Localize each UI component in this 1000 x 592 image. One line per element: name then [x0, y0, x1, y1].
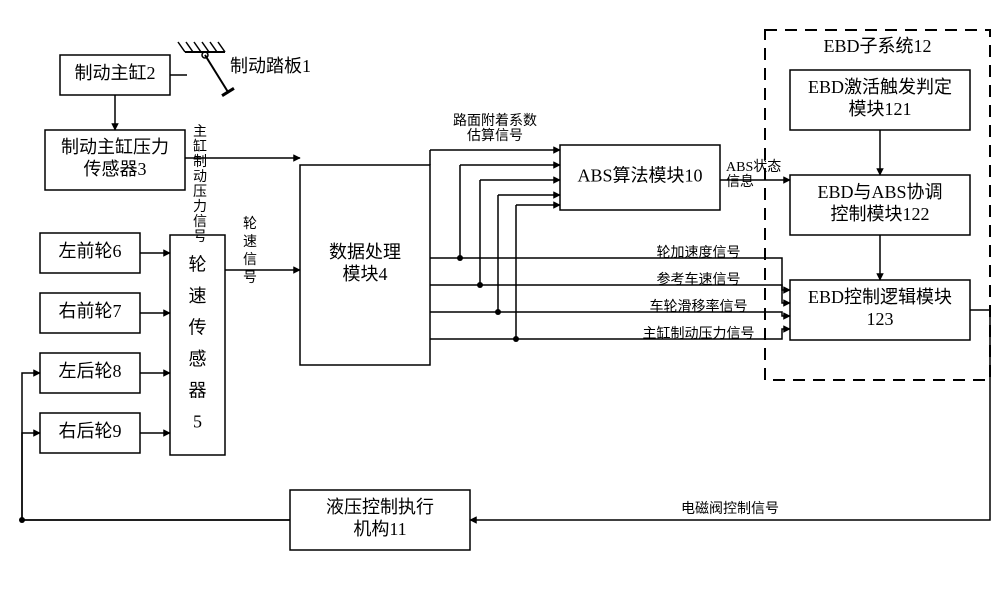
svg-text:5: 5 — [193, 412, 202, 432]
svg-text:缸: 缸 — [193, 138, 207, 155]
svg-text:号: 号 — [243, 271, 257, 286]
svg-text:控制模块122: 控制模块122 — [831, 204, 930, 224]
box-wheel_rl: 左后轮8 — [40, 353, 140, 393]
svg-text:信: 信 — [193, 214, 207, 230]
abs-out-label1: ABS状态 — [726, 159, 781, 175]
svg-text:器: 器 — [189, 380, 207, 400]
box-wheel_fr: 右前轮7 — [40, 293, 140, 333]
svg-text:左前轮6: 左前轮6 — [59, 241, 122, 261]
svg-text:模块4: 模块4 — [343, 264, 388, 284]
svg-text:制: 制 — [193, 154, 207, 170]
box-wheel_rr: 右后轮9 — [40, 413, 140, 453]
svg-text:ABS算法模块10: ABS算法模块10 — [577, 166, 702, 186]
svg-text:感: 感 — [189, 349, 207, 369]
abs-in-label1: 路面附着系数 — [453, 113, 537, 129]
box-speed_sensor: 轮速传感器 5 — [170, 235, 225, 455]
svg-text:数据处理: 数据处理 — [329, 242, 401, 262]
svg-text:轮: 轮 — [189, 255, 207, 275]
box-data_proc: 数据处理模块4 — [300, 165, 430, 365]
box-ebd_coord: EBD与ABS协调控制模块122 — [790, 175, 970, 235]
svg-text:传: 传 — [189, 317, 207, 337]
svg-text:压: 压 — [193, 185, 207, 200]
dataout-label-3: 主缸制动压力信号 — [643, 325, 755, 342]
label-master-pressure-signal: 主 — [193, 124, 207, 140]
svg-text:EBD与ABS协调: EBD与ABS协调 — [817, 182, 942, 202]
label-wheel-speed-signal: 轮 — [243, 216, 257, 232]
dataout-label-1: 参考车速信号 — [657, 271, 741, 288]
svg-text:速: 速 — [189, 286, 207, 306]
svg-text:机构11: 机构11 — [353, 519, 406, 539]
box-wheel_fl: 左前轮6 — [40, 233, 140, 273]
abs-out-label2: 信息 — [726, 173, 754, 190]
svg-text:制动主缸2: 制动主缸2 — [75, 62, 156, 83]
box-hyd: 液压控制执行机构11 — [290, 490, 470, 550]
svg-text:右前轮7: 右前轮7 — [59, 301, 122, 321]
dataout-label-0: 轮加速度信号 — [657, 245, 741, 261]
svg-text:123: 123 — [867, 309, 894, 329]
box-abs: ABS算法模块10 — [560, 145, 720, 210]
svg-text:号: 号 — [193, 230, 207, 245]
svg-text:信: 信 — [243, 252, 257, 268]
box-master_cyl: 制动主缸2 — [60, 55, 170, 95]
svg-text:动: 动 — [193, 169, 207, 185]
brake-pedal-icon: 制动踏板1 — [170, 42, 311, 96]
svg-text:传感器3: 传感器3 — [84, 159, 147, 179]
svg-text:速: 速 — [243, 234, 257, 250]
svg-text:液压控制执行: 液压控制执行 — [326, 497, 434, 517]
dataout-label-2: 车轮滑移率信号 — [650, 298, 748, 315]
svg-text:EBD激活触发判定: EBD激活触发判定 — [808, 77, 952, 97]
svg-text:EBD控制逻辑模块: EBD控制逻辑模块 — [808, 287, 952, 307]
svg-text:模块121: 模块121 — [849, 99, 912, 119]
box-master_sensor: 制动主缸压力传感器3 — [45, 130, 185, 190]
svg-text:力: 力 — [193, 199, 207, 215]
brake-pedal-label: 制动踏板1 — [230, 56, 311, 76]
box-ebd_logic: EBD控制逻辑模块123 — [790, 280, 970, 340]
svg-text:右后轮9: 右后轮9 — [59, 421, 122, 441]
abs-in-label2: 估算信号 — [467, 128, 523, 144]
solenoid-label: 电磁阀控制信号 — [681, 501, 779, 517]
svg-text:制动主缸压力: 制动主缸压力 — [61, 136, 169, 157]
ebd-subsystem-title: EBD子系统12 — [824, 36, 932, 56]
svg-text:左后轮8: 左后轮8 — [59, 361, 122, 381]
box-ebd_act: EBD激活触发判定模块121 — [790, 70, 970, 130]
